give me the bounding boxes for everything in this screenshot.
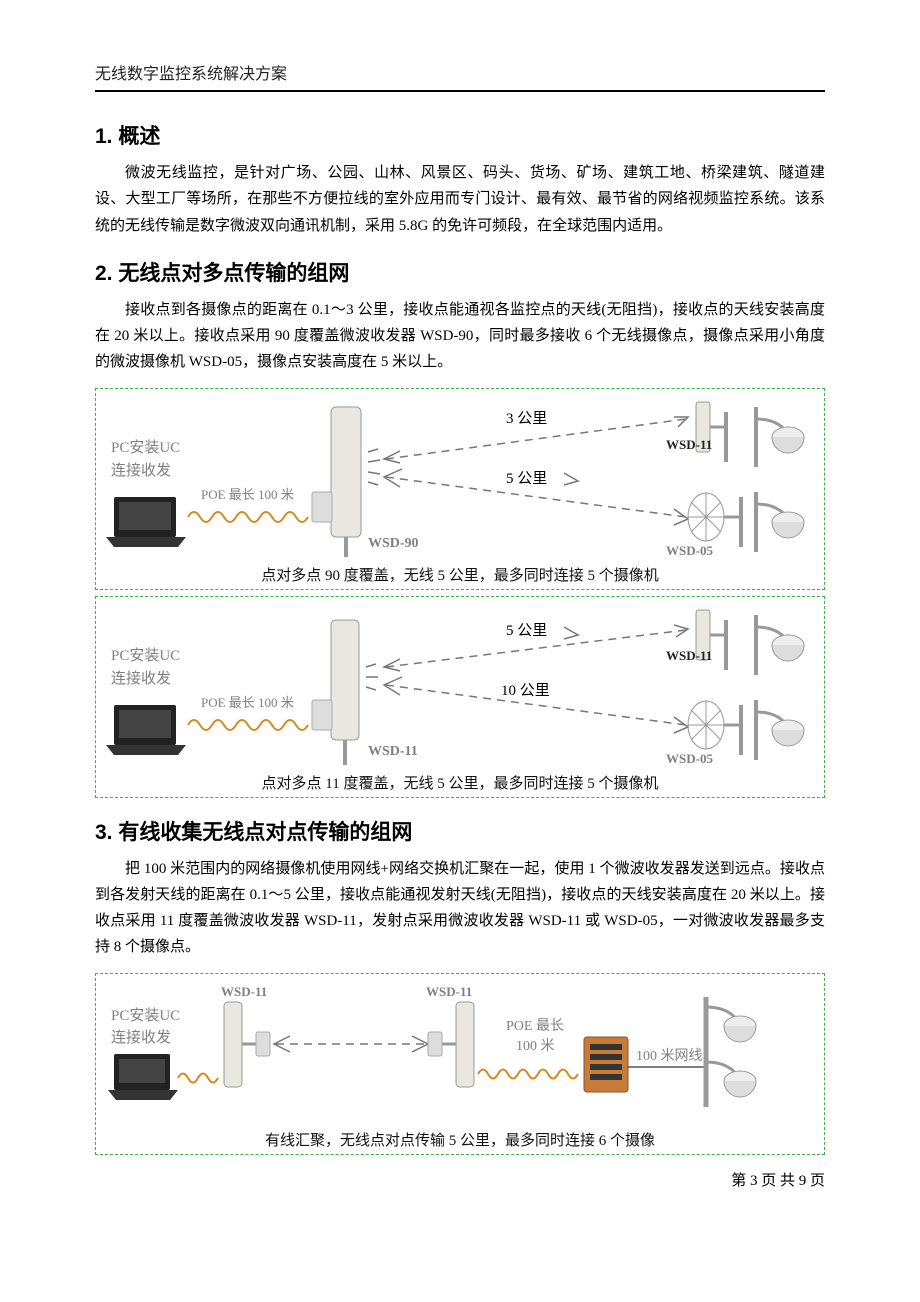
- dome-camera-icon: [706, 1007, 756, 1042]
- grid-dish-icon: [688, 701, 741, 755]
- sector-antenna-icon: [312, 407, 361, 557]
- dome-camera-icon: [706, 1062, 756, 1097]
- poe-label-2: 100 米: [516, 1038, 555, 1054]
- laptop-icon: [108, 1054, 178, 1100]
- emission-icon: [366, 664, 378, 690]
- dome-camera-icon: [756, 492, 804, 552]
- diagram-2-svg: PC安装UC 连接收发 POE 最长 100 米 WSD-11 5 公里: [106, 605, 806, 770]
- dome-camera-icon: [756, 407, 804, 467]
- doc-header: 无线数字监控系统解决方案: [95, 60, 825, 92]
- switch-icon: [584, 1037, 628, 1092]
- dist-bot: 10 公里: [501, 682, 550, 699]
- section-2-para: 接收点到各摄像点的距离在 0.1～3 公里，接收点能通视各监控点的天线(无阻挡)…: [95, 297, 825, 376]
- poe-wave-icon: [188, 512, 308, 522]
- section-2-heading: 2. 无线点对多点传输的组网: [95, 257, 825, 287]
- diagram-3-svg: PC安装UC 连接收发 WSD-11 WSD-11: [106, 982, 806, 1127]
- emission-icon: [368, 449, 380, 485]
- diagram-2-caption: 点对多点 11 度覆盖，无线 5 公里，最多同时连接 5 个摄像机: [106, 772, 814, 793]
- poe-wave-icon: [478, 1069, 578, 1078]
- section-1-para: 微波无线监控，是针对广场、公园、山林、风景区、码头、货场、矿场、建筑工地、桥梁建…: [95, 160, 825, 239]
- arrow-icon: [564, 473, 578, 485]
- right-dev-label: WSD-11: [426, 984, 472, 999]
- dist-top: 5 公里: [506, 622, 547, 639]
- diagram-1: PC安装UC 连接收发 POE 最长 100 米 WSD-90: [95, 388, 825, 590]
- right-top-label: WSD-11: [666, 437, 712, 452]
- section-3-heading: 3. 有线收集无线点对点传输的组网: [95, 816, 825, 846]
- panel-antenna-icon: [696, 402, 726, 462]
- dome-camera-icon: [756, 615, 804, 675]
- panel-antenna-icon: [224, 1002, 270, 1087]
- laptop-icon: [106, 497, 186, 547]
- poe-label-1: POE 最长: [506, 1018, 564, 1034]
- page-footer: 第 3 页 共 9 页: [95, 1169, 825, 1190]
- right-bot-label: WSD-05: [666, 751, 713, 766]
- right-bot-label: WSD-05: [666, 543, 713, 558]
- poe-label: POE 最长 100 米: [201, 487, 294, 502]
- panel-antenna-icon: [312, 620, 359, 765]
- diagram-1-svg: PC安装UC 连接收发 POE 最长 100 米 WSD-90: [106, 397, 806, 562]
- poe-wave-icon: [178, 1073, 218, 1082]
- arrow-icon: [384, 659, 400, 671]
- center-device-label: WSD-11: [368, 744, 418, 759]
- netline-label: 100 米网线: [636, 1048, 703, 1064]
- diagram-3: PC安装UC 连接收发 WSD-11 WSD-11: [95, 973, 825, 1155]
- dome-camera-icon: [756, 700, 804, 760]
- section-3-para: 把 100 米范围内的网络摄像机使用网线+网络交换机汇聚在一起，使用 1 个微波…: [95, 856, 825, 961]
- arrow-icon: [384, 451, 400, 463]
- dist-bot: 5 公里: [506, 470, 547, 487]
- section-1-heading: 1. 概述: [95, 120, 825, 150]
- laptop-icon: [106, 705, 186, 755]
- arrow-icon: [564, 627, 578, 639]
- panel-antenna-icon: [428, 1002, 474, 1087]
- pc-label-2: 连接收发: [111, 670, 171, 687]
- pc-label-1: PC安装UC: [111, 439, 180, 456]
- poe-label: POE 最长 100 米: [201, 695, 294, 710]
- center-device-label: WSD-90: [368, 536, 419, 551]
- poe-wave-icon: [188, 720, 308, 730]
- pc-label-2: 连接收发: [111, 1029, 171, 1046]
- right-top-label: WSD-11: [666, 648, 712, 663]
- grid-dish-icon: [688, 493, 741, 547]
- dist-top: 3 公里: [506, 410, 547, 427]
- diagram-2: PC安装UC 连接收发 POE 最长 100 米 WSD-11 5 公里: [95, 596, 825, 798]
- left-dev-label: WSD-11: [221, 984, 267, 999]
- diagram-1-caption: 点对多点 90 度覆盖，无线 5 公里，最多同时连接 5 个摄像机: [106, 564, 814, 585]
- arrow-icon: [674, 417, 688, 427]
- pc-label-1: PC安装UC: [111, 647, 180, 664]
- pc-label-1: PC安装UC: [111, 1007, 180, 1024]
- diagram-3-caption: 有线汇聚，无线点对点传输 5 公里，最多同时连接 6 个摄像: [106, 1129, 814, 1150]
- pc-label-2: 连接收发: [111, 462, 171, 479]
